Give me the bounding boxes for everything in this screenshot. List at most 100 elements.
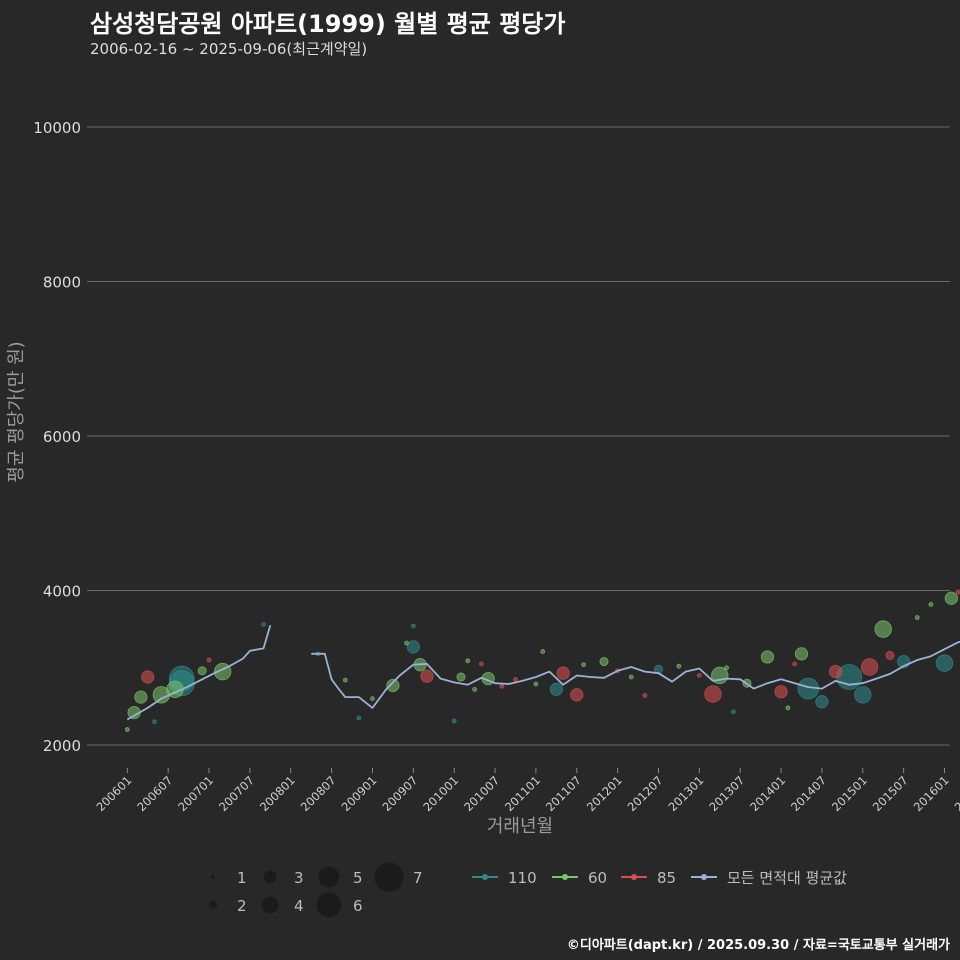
x-tick-label: 201607 <box>952 773 960 814</box>
data-point-60 <box>342 677 348 683</box>
size-legend-key <box>208 900 218 910</box>
data-point-60 <box>928 602 934 607</box>
data-point-60 <box>472 686 478 692</box>
data-point-85 <box>206 657 212 663</box>
data-point-60 <box>465 658 471 664</box>
data-point-110 <box>854 686 872 704</box>
data-point-60 <box>134 690 148 704</box>
size-legend-key <box>211 875 215 879</box>
y-tick-label: 10000 <box>33 119 81 137</box>
size-legend-key <box>316 892 342 918</box>
data-point-60 <box>874 620 892 638</box>
x-tick-label: 201007 <box>461 773 502 814</box>
grid-lines <box>87 126 950 746</box>
average-line-segment <box>126 625 272 721</box>
size-legend-label: 2 <box>237 897 247 915</box>
data-point-60 <box>599 657 609 667</box>
size-legend-label: 6 <box>353 897 363 915</box>
data-point-85 <box>642 693 648 698</box>
x-tick-label: 201001 <box>420 773 461 814</box>
legend-key-dot-60 <box>562 874 568 880</box>
size-legend-label: 1 <box>237 869 247 887</box>
x-tick-labels: 200601 200607 200701 200707 200801 200807 2009… <box>93 768 960 814</box>
x-tick-label: 201107 <box>543 773 584 814</box>
x-tick-label: 201301 <box>666 773 707 814</box>
data-point-110 <box>152 719 157 725</box>
chart-subtitle: 2006-02-16 ~ 2025-09-06(최근계약일) <box>90 40 368 58</box>
x-tick-label: 200701 <box>175 773 216 814</box>
x-axis-label: 거래년월 <box>487 816 553 837</box>
data-point-85 <box>420 669 434 683</box>
data-point-85 <box>141 670 155 684</box>
size-legend-key <box>263 870 277 884</box>
x-tick-label: 201307 <box>706 773 747 814</box>
data-point-110 <box>261 622 266 627</box>
data-point-85 <box>792 661 798 667</box>
size-legend: 1 2 3 4 5 6 7 <box>208 862 423 918</box>
average-line <box>126 625 960 721</box>
data-point-85 <box>479 661 484 667</box>
data-point-60 <box>581 662 586 668</box>
size-legend-label: 7 <box>413 869 423 887</box>
data-point-60 <box>386 678 400 693</box>
data-point-85 <box>704 685 722 703</box>
size-legend-label: 5 <box>353 869 363 887</box>
legend-label-85: 85 <box>657 869 676 887</box>
legend-label-avg: 모든 면적대 평균값 <box>727 869 847 887</box>
data-point-85 <box>556 666 570 680</box>
x-tick-label: 200807 <box>298 773 339 814</box>
x-tick-label: 200907 <box>379 773 420 814</box>
data-point-110 <box>406 640 420 654</box>
data-point-60 <box>676 663 682 669</box>
legend-label-60: 60 <box>588 869 607 887</box>
data-point-110 <box>935 654 954 672</box>
x-tick-label: 201507 <box>870 773 911 814</box>
size-legend-key <box>261 896 279 914</box>
legend-key-dot-85 <box>631 874 637 880</box>
color-legend: 110 60 85 모든 면적대 평균값 <box>472 869 847 887</box>
x-tick-label: 201601 <box>911 773 952 814</box>
chart-title: 삼성청담공원 아파트(1999) 월별 평균 평당가 <box>90 10 566 38</box>
y-tick-label: 6000 <box>43 428 81 446</box>
data-point-60 <box>724 665 729 671</box>
x-tick-label: 200607 <box>134 773 175 814</box>
data-point-60 <box>914 615 920 620</box>
data-point-110 <box>356 715 362 721</box>
data-point-110 <box>815 695 829 709</box>
data-point-85 <box>774 685 788 699</box>
average-line-segment <box>311 640 960 709</box>
x-tick-label: 200707 <box>216 773 257 814</box>
y-tick-label: 8000 <box>43 274 81 292</box>
y-tick-labels: 2000 4000 6000 8000 10000 <box>33 119 81 755</box>
data-point-60 <box>533 681 539 687</box>
size-legend-key <box>374 862 404 892</box>
data-point-60 <box>404 640 409 646</box>
data-point-60 <box>456 672 466 682</box>
size-legend-label: 3 <box>294 869 304 887</box>
data-point-60 <box>124 727 130 732</box>
data-point-60 <box>794 647 809 661</box>
x-tick-label: 201207 <box>625 773 666 814</box>
x-tick-label: 200901 <box>339 773 380 814</box>
x-tick-label: 201501 <box>829 773 870 814</box>
y-tick-label: 4000 <box>43 583 81 601</box>
data-point-85 <box>499 683 505 689</box>
chart-caption: ©디아파트(dapt.kr) / 2025.09.30 / 자료=국토교통부 실… <box>566 938 950 953</box>
x-tick-label: 200601 <box>93 773 134 814</box>
data-point-60 <box>370 696 375 702</box>
size-legend-key <box>318 866 340 888</box>
data-point-60 <box>944 591 958 605</box>
legend-key-dot-110 <box>482 874 488 880</box>
x-tick-label: 201407 <box>788 773 829 814</box>
data-point-110 <box>730 709 736 715</box>
data-point-85 <box>570 688 584 702</box>
data-point-110 <box>410 623 416 629</box>
data-point-60 <box>197 666 207 676</box>
y-axis-label: 평균 평당가(만 원) <box>6 341 27 482</box>
data-point-85 <box>955 589 960 595</box>
data-point-85 <box>860 658 879 676</box>
data-point-110 <box>549 682 563 696</box>
legend-key-dot-avg <box>701 874 707 880</box>
data-point-60 <box>785 705 791 711</box>
